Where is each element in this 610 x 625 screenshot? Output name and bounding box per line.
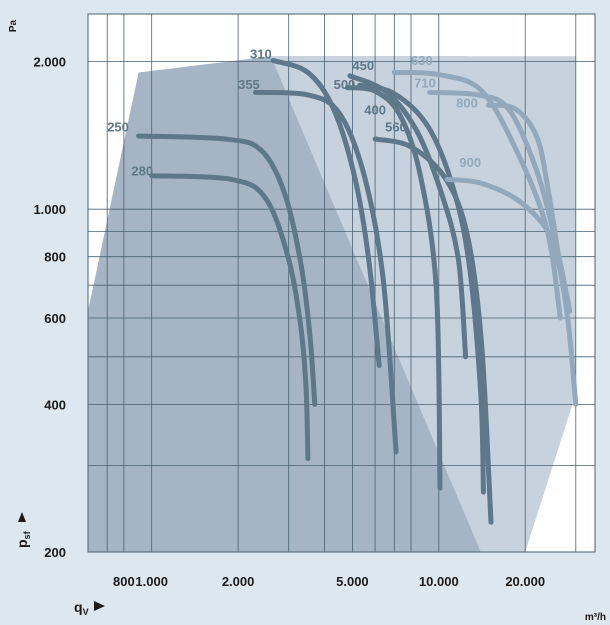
y-axis-label: psf bbox=[14, 512, 32, 548]
curve-900 bbox=[444, 176, 579, 407]
y-axis-arrow bbox=[18, 512, 26, 522]
curve-label-400: 400 bbox=[364, 103, 386, 118]
y-axis-symbol: p bbox=[14, 539, 30, 548]
curve-label-500: 500 bbox=[334, 77, 356, 92]
x-tick-label: 10.000 bbox=[419, 574, 459, 589]
x-tick-label: 800 bbox=[113, 574, 135, 589]
y-tick-label: 400 bbox=[44, 397, 66, 412]
curve-label-560: 560 bbox=[385, 120, 407, 135]
curve-label-355: 355 bbox=[238, 77, 260, 92]
y-axis-unit: Pa bbox=[8, 19, 19, 32]
x-tick-label: 5.000 bbox=[336, 574, 369, 589]
curve-280 bbox=[149, 173, 311, 462]
y-tick-label: 1.000 bbox=[33, 202, 66, 217]
y-tick-label: 800 bbox=[44, 250, 66, 265]
curve-label-280: 280 bbox=[131, 164, 153, 179]
curve-label-710: 710 bbox=[414, 76, 436, 91]
grid-lines bbox=[87, 13, 596, 553]
curve-label-900: 900 bbox=[459, 155, 481, 170]
y-tick-label: 200 bbox=[44, 545, 66, 560]
x-axis-subscript: V bbox=[83, 607, 89, 617]
svg-text:psf: psf bbox=[14, 530, 32, 548]
curve-560 bbox=[372, 136, 494, 525]
x-axis-arrow bbox=[94, 601, 105, 611]
curve-310 bbox=[270, 58, 382, 368]
curve-630 bbox=[391, 70, 563, 321]
curve-label-450: 450 bbox=[352, 58, 374, 73]
operating-regions bbox=[88, 56, 576, 553]
y-tick-label: 600 bbox=[44, 311, 66, 326]
svg-text:qV: qV bbox=[74, 599, 89, 617]
fan-curves bbox=[136, 58, 579, 525]
curve-label-630: 630 bbox=[411, 53, 433, 68]
x-axis-symbol: q bbox=[74, 599, 83, 615]
curve-800 bbox=[486, 102, 563, 273]
curve-label-250: 250 bbox=[107, 120, 129, 135]
y-tick-label: 2.000 bbox=[33, 55, 66, 70]
x-tick-label: 20.000 bbox=[505, 574, 545, 589]
x-tick-label: 2.000 bbox=[222, 574, 255, 589]
region-light bbox=[270, 56, 576, 553]
fan-curve-labels: 250 280 310 355 400 450 500 560 630 710 800 900 bbox=[107, 46, 481, 178]
x-axis-unit: m³/h bbox=[585, 612, 606, 623]
curve-355 bbox=[253, 89, 399, 455]
x-axis-label: qV bbox=[74, 599, 105, 617]
curve-250 bbox=[136, 133, 318, 407]
curve-label-800: 800 bbox=[456, 96, 478, 111]
y-axis-subscript: sf bbox=[22, 530, 32, 539]
plot-frame bbox=[87, 13, 596, 553]
curve-label-310: 310 bbox=[250, 46, 272, 61]
curve-400 bbox=[344, 85, 443, 491]
x-tick-label: 1.000 bbox=[135, 574, 168, 589]
